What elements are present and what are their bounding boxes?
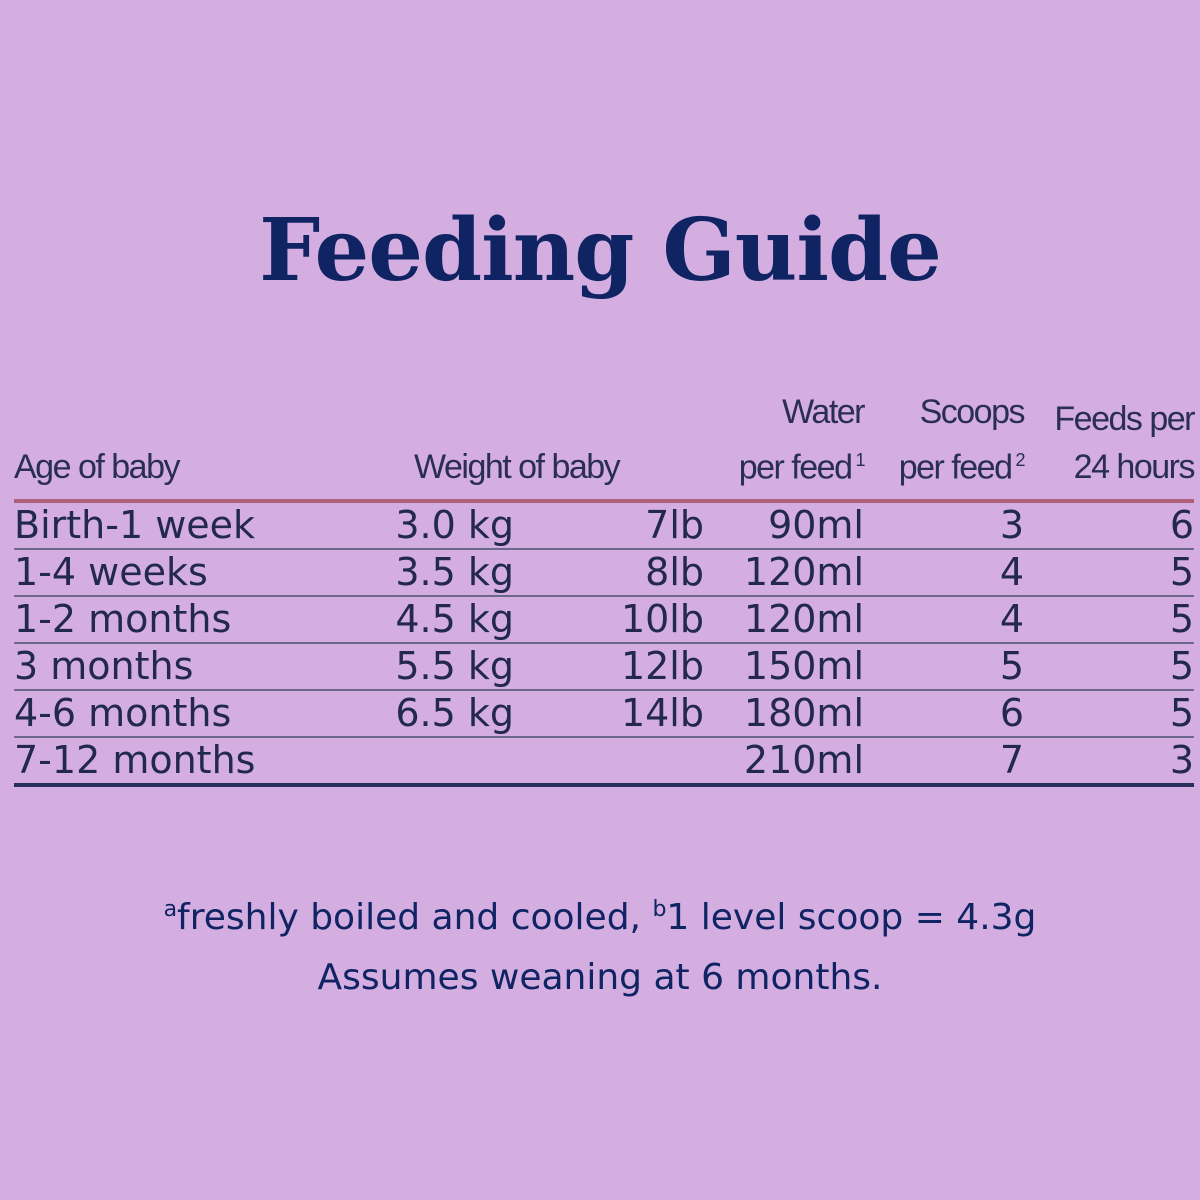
cell-age: 7-12 months	[14, 737, 384, 788]
header-scoops: Scoops per feed 2	[864, 388, 1026, 504]
footnote-line-1: afreshly boiled and cooled, b1 level sco…	[0, 880, 1200, 948]
table-row: 1-4 weeks 3.5 kg 8lb 120ml 4 5	[14, 549, 1194, 598]
cell-age: 1-4 weeks	[14, 549, 384, 598]
cell-lb: 12lb	[544, 643, 704, 692]
page-title: Feeding Guide	[259, 200, 942, 301]
table-row: 1-2 months 4.5 kg 10lb 120ml 4 5	[14, 596, 1194, 645]
table-row: 7-12 months 210ml 7 3	[14, 737, 1194, 788]
cell-scoops: 4	[864, 596, 1024, 645]
cell-kg: 5.5 kg	[384, 643, 544, 692]
cell-water: 90ml	[704, 501, 864, 551]
header-water: Water per feed 1	[704, 388, 865, 504]
cell-kg: 6.5 kg	[384, 690, 544, 739]
cell-kg: 4.5 kg	[384, 596, 544, 645]
cell-age: 1-2 months	[14, 596, 384, 645]
cell-feeds: 6	[1024, 501, 1194, 551]
cell-kg	[384, 737, 544, 788]
header-weight: Weight of baby	[384, 388, 704, 504]
cell-age: 4-6 months	[14, 690, 384, 739]
footnote-a-text: freshly boiled and cooled,	[177, 897, 653, 938]
header-age: Age of baby	[14, 388, 384, 504]
cell-lb: 7lb	[544, 501, 704, 551]
cell-scoops: 5	[864, 643, 1024, 692]
cell-scoops: 3	[864, 501, 1024, 551]
cell-lb: 8lb	[544, 549, 704, 598]
cell-water: 120ml	[704, 549, 864, 598]
cell-water: 120ml	[704, 596, 864, 645]
cell-kg: 3.5 kg	[384, 549, 544, 598]
footnote-marker-b: b	[652, 897, 667, 922]
cell-feeds: 5	[1024, 643, 1194, 692]
cell-kg: 3.0 kg	[384, 501, 544, 551]
cell-lb: 10lb	[544, 596, 704, 645]
feeding-table: Age of baby Weight of baby Water per feed…	[14, 388, 1196, 788]
footnote-marker-a: a	[163, 897, 178, 922]
table-row: Birth-1 week 3.0 kg 7lb 90ml 3 6	[14, 501, 1194, 551]
cell-scoops: 4	[864, 549, 1024, 598]
table-row: 4-6 months 6.5 kg 14lb 180ml 6 5	[14, 690, 1194, 739]
cell-water: 210ml	[704, 737, 864, 788]
cell-lb	[544, 737, 704, 788]
cell-feeds: 3	[1024, 737, 1194, 788]
cell-lb: 14lb	[544, 690, 704, 739]
header-feeds: Feeds per 24 hours	[1024, 388, 1196, 504]
footnote-line-2: Assumes weaning at 6 months.	[317, 957, 883, 998]
cell-water: 180ml	[704, 690, 864, 739]
footnote-b-text: 1 level scoop = 4.3g	[666, 897, 1037, 938]
cell-feeds: 5	[1024, 690, 1194, 739]
cell-water: 150ml	[704, 643, 864, 692]
cell-age: Birth-1 week	[14, 501, 384, 551]
cell-age: 3 months	[14, 643, 384, 692]
cell-scoops: 7	[864, 737, 1024, 788]
table-row: 3 months 5.5 kg 12lb 150ml 5 5	[14, 643, 1194, 692]
cell-feeds: 5	[1024, 596, 1194, 645]
table-header-row: Age of baby Weight of baby Water per feed…	[14, 388, 1196, 504]
cell-feeds: 5	[1024, 549, 1194, 598]
footnotes: afreshly boiled and cooled, b1 level sco…	[0, 880, 1200, 1008]
cell-scoops: 6	[864, 690, 1024, 739]
